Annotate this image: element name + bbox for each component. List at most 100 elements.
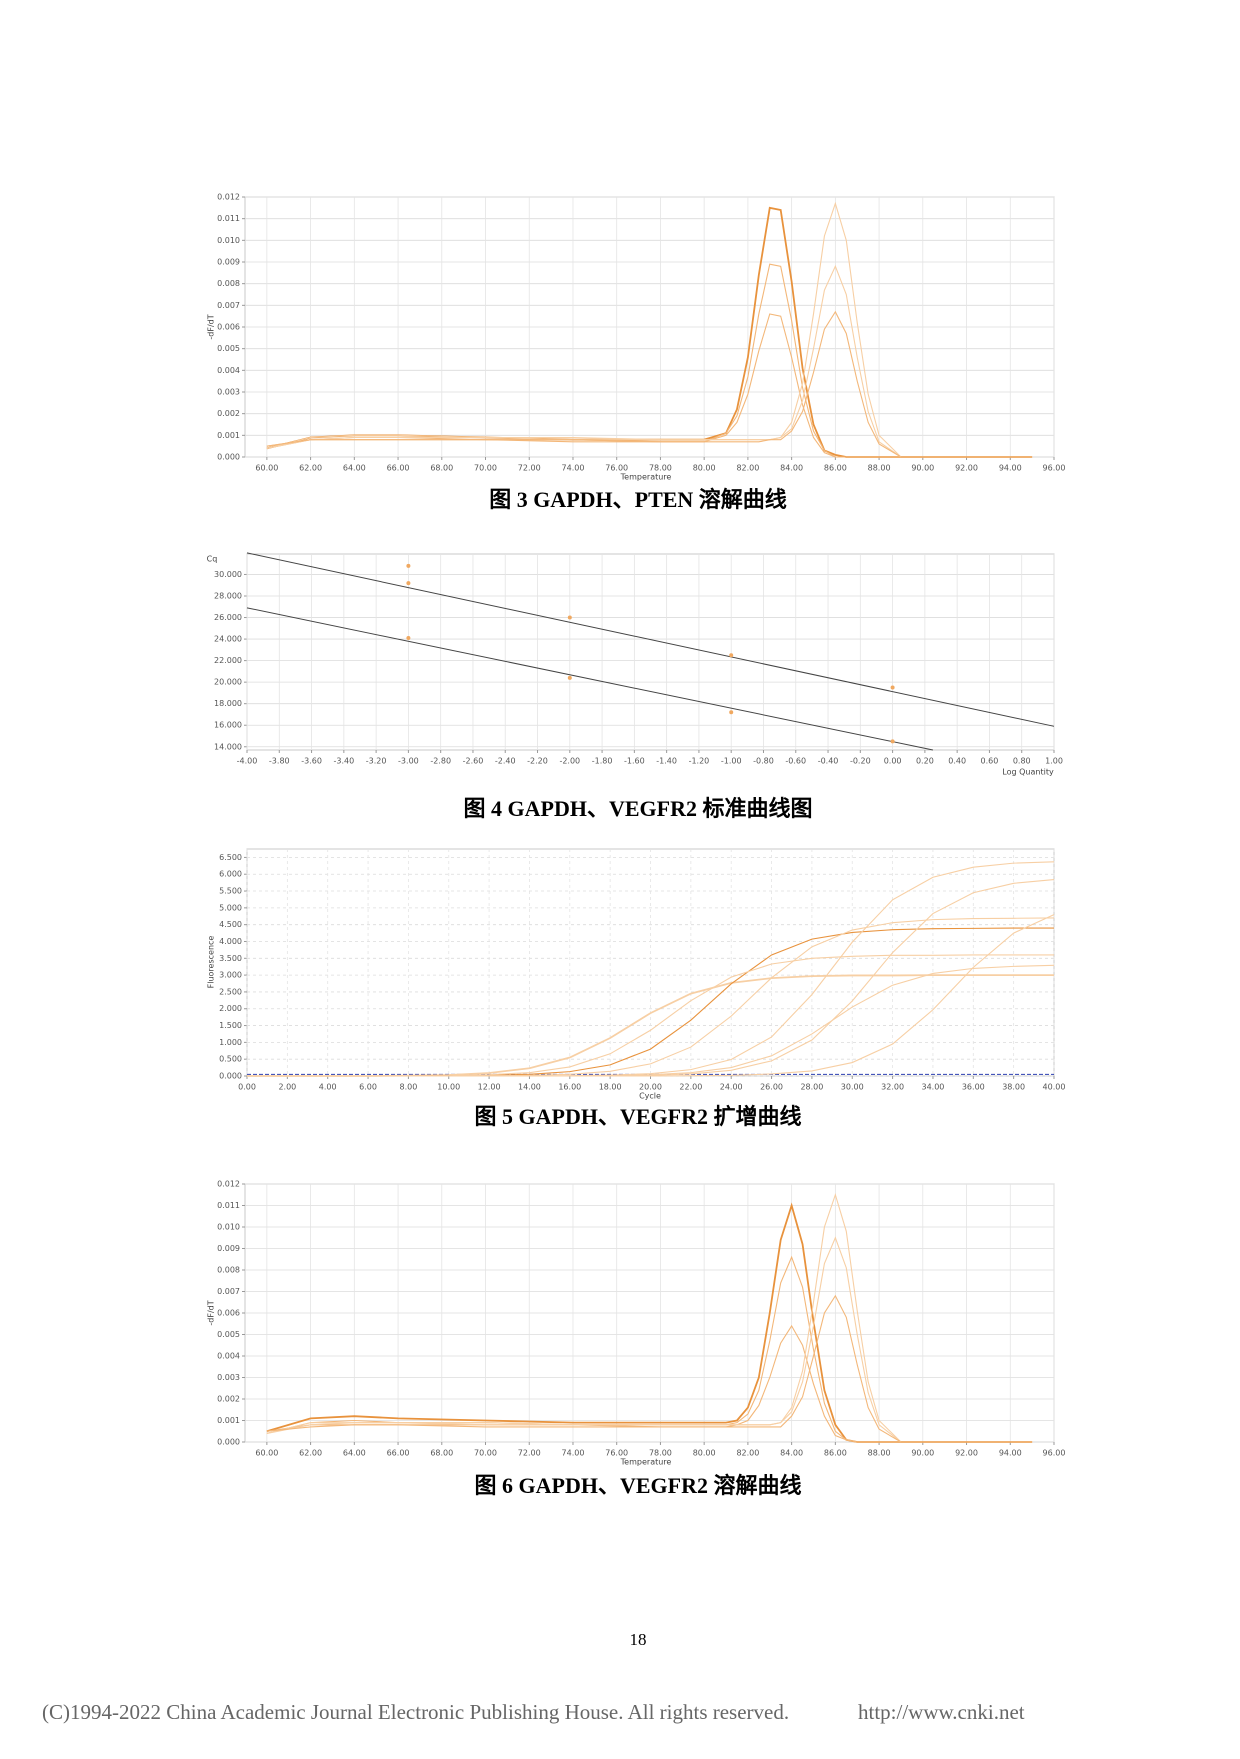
y-tick-label: 0.009	[217, 1244, 240, 1253]
x-tick-label: 64.00	[343, 464, 366, 473]
x-tick-label: 12.00	[478, 1083, 501, 1092]
data-point	[729, 653, 734, 658]
y-tick-label: 0.012	[217, 1180, 240, 1189]
y-axis-label: -dF/dT	[207, 314, 216, 339]
x-tick-label: -3.40	[333, 757, 354, 766]
x-tick-label: 32.00	[881, 1083, 904, 1092]
x-tick-label: 1.00	[1045, 757, 1063, 766]
x-tick-label: 18.00	[599, 1083, 622, 1092]
y-tick-label: 0.500	[219, 1055, 242, 1064]
y-axis-label: -dF/dT	[207, 1300, 216, 1325]
x-tick-label: 60.00	[255, 464, 278, 473]
x-tick-label: 66.00	[387, 1449, 410, 1458]
curve	[266, 310, 1033, 458]
y-tick-label: 1.000	[219, 1038, 242, 1047]
y-tick-label: 0.011	[217, 214, 240, 223]
y-tick-label: 0.002	[217, 1395, 240, 1404]
x-tick-label: 38.00	[1002, 1083, 1025, 1092]
x-tick-label: 22.00	[679, 1083, 702, 1092]
y-tick-label: 0.005	[217, 1330, 240, 1339]
x-tick-label: 0.00	[884, 757, 902, 766]
x-axis-label: Temperature	[620, 1458, 672, 1467]
x-tick-label: 16.00	[558, 1083, 581, 1092]
x-tick-label: -0.20	[850, 757, 871, 766]
y-tick-label: 0.000	[217, 1438, 240, 1447]
y-tick-label: 0.007	[217, 301, 240, 310]
figure-caption: 图 4 GAPDH、VEGFR2 标准曲线图	[464, 796, 813, 821]
y-tick-label: 0.001	[217, 431, 240, 440]
x-axis-label: Temperature	[620, 473, 672, 482]
x-tick-label: 66.00	[387, 464, 410, 473]
y-tick-label: 1.500	[219, 1021, 242, 1030]
x-tick-label: -3.20	[366, 757, 387, 766]
x-tick-label: 0.80	[1013, 757, 1031, 766]
x-tick-label: 92.00	[955, 1449, 978, 1458]
y-tick-label: 2.000	[219, 1004, 242, 1013]
y-tick-label: 20.000	[214, 678, 242, 687]
plot-area	[246, 553, 1055, 751]
y-tick-label: 0.002	[217, 409, 240, 418]
y-tick-label: 0.011	[217, 1201, 240, 1210]
y-axis-label: Cq	[207, 555, 218, 564]
x-tick-label: 2.00	[278, 1083, 296, 1092]
x-tick-label: 8.00	[399, 1083, 417, 1092]
x-tick-label: 86.00	[824, 1449, 847, 1458]
y-tick-label: 18.000	[214, 699, 242, 708]
y-tick-label: 0.004	[217, 1352, 240, 1361]
footer-copyright: (C)1994-2022 China Academic Journal Elec…	[42, 1700, 789, 1724]
y-tick-label: 5.000	[219, 903, 242, 912]
y-tick-label: 5.500	[219, 887, 242, 896]
curve	[266, 1236, 1033, 1443]
y-axis-label: Fluorescence	[207, 936, 216, 989]
y-tick-label: 28.000	[214, 592, 242, 601]
y-tick-label: 0.010	[217, 236, 240, 245]
x-tick-label: -2.40	[495, 757, 516, 766]
x-tick-label: 86.00	[824, 464, 847, 473]
y-tick-label: 30.000	[214, 570, 242, 579]
x-tick-label: -2.20	[527, 757, 548, 766]
x-axis-label: Cycle	[639, 1092, 661, 1101]
x-tick-label: 0.60	[981, 757, 999, 766]
x-tick-label: 74.00	[562, 464, 585, 473]
x-tick-label: 72.00	[518, 1449, 541, 1458]
x-tick-label: 70.00	[474, 1449, 497, 1458]
y-tick-label: 0.008	[217, 279, 240, 288]
y-tick-label: 0.000	[219, 1072, 242, 1081]
y-tick-label: 4.500	[219, 920, 242, 929]
x-tick-label: 68.00	[430, 1449, 453, 1458]
curve	[266, 1294, 1033, 1443]
x-tick-label: 4.00	[319, 1083, 337, 1092]
y-tick-label: 24.000	[214, 635, 242, 644]
data-point	[729, 710, 734, 715]
y-tick-label: 0.006	[217, 1309, 240, 1318]
x-tick-label: 96.00	[1043, 464, 1066, 473]
y-tick-label: 0.008	[217, 1266, 240, 1275]
y-tick-label: 3.000	[219, 971, 242, 980]
y-tick-label: 0.009	[217, 258, 240, 267]
data-point	[406, 636, 411, 640]
x-tick-label: 24.00	[720, 1083, 743, 1092]
x-tick-label: 78.00	[649, 1449, 672, 1458]
x-tick-label: 74.00	[562, 1449, 585, 1458]
x-tick-label: 62.00	[299, 1449, 322, 1458]
x-axis-label: Log Quantity	[1002, 768, 1054, 777]
x-tick-label: 36.00	[962, 1083, 985, 1092]
fit-line	[246, 607, 934, 751]
y-tick-label: 4.000	[219, 937, 242, 946]
x-tick-label: 84.00	[780, 1449, 803, 1458]
data-point	[567, 675, 572, 680]
x-tick-label: 80.00	[693, 1449, 716, 1458]
x-tick-label: 94.00	[999, 1449, 1022, 1458]
figure-caption: 图 3 GAPDH、PTEN 溶解曲线	[489, 487, 787, 512]
x-tick-label: -3.60	[301, 757, 322, 766]
x-tick-label: -1.40	[656, 757, 677, 766]
x-tick-label: 82.00	[736, 1449, 759, 1458]
x-tick-label: -1.60	[624, 757, 645, 766]
curve	[247, 914, 1055, 1077]
x-tick-label: 76.00	[605, 464, 628, 473]
x-tick-label: -2.00	[559, 757, 580, 766]
x-tick-label: -2.60	[463, 757, 484, 766]
x-tick-label: -0.80	[753, 757, 774, 766]
